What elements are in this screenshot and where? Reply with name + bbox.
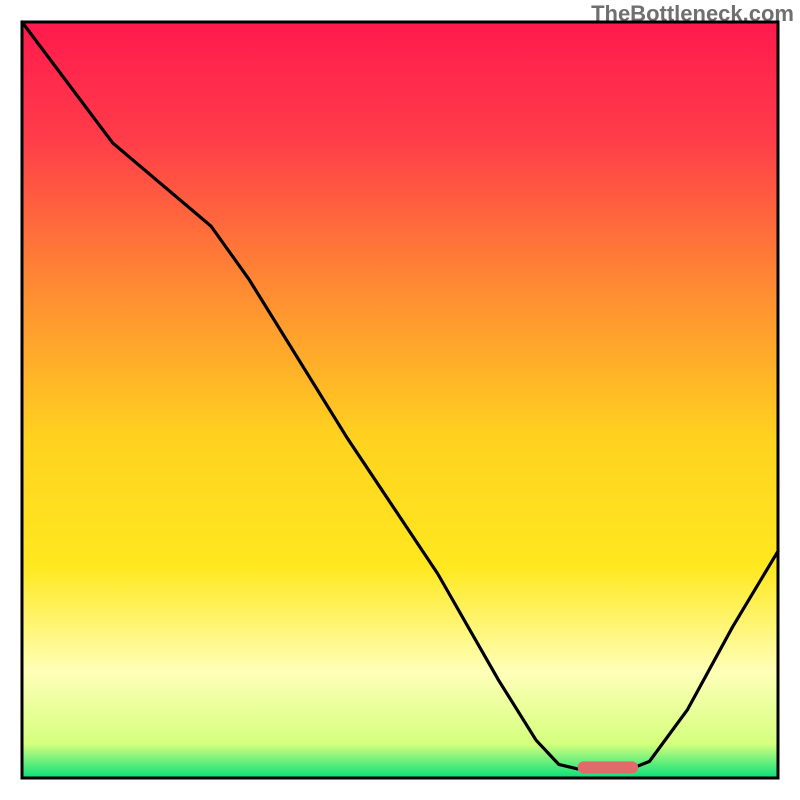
bottleneck-chart: [0, 0, 800, 800]
chart-container: TheBottleneck.com: [0, 0, 800, 800]
chart-background: [22, 22, 778, 778]
optimal-zone-marker: [578, 761, 638, 773]
